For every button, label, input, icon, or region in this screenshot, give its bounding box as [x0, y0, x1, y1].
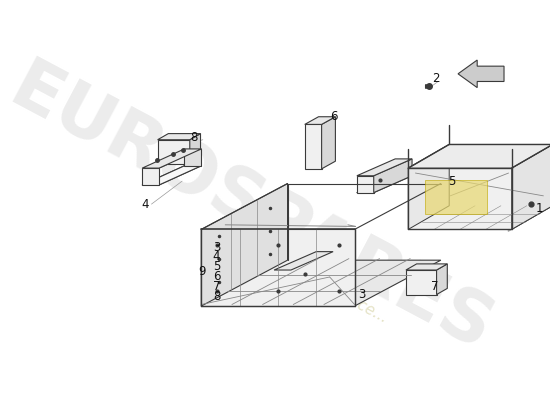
Text: 4: 4: [141, 198, 149, 211]
Polygon shape: [201, 260, 441, 306]
Text: 5: 5: [448, 175, 455, 188]
Polygon shape: [158, 134, 201, 140]
Polygon shape: [190, 134, 201, 164]
Polygon shape: [184, 149, 201, 166]
Polygon shape: [406, 270, 437, 294]
Polygon shape: [322, 117, 336, 169]
Polygon shape: [508, 142, 550, 231]
Text: 8: 8: [190, 131, 197, 144]
Polygon shape: [425, 180, 487, 214]
Polygon shape: [305, 124, 322, 169]
Polygon shape: [274, 252, 333, 270]
Polygon shape: [408, 144, 449, 230]
Polygon shape: [305, 117, 336, 124]
Text: 6: 6: [330, 110, 338, 123]
Text: EUROSPARES: EUROSPARES: [0, 54, 504, 367]
Text: 7: 7: [431, 280, 439, 293]
Text: 5: 5: [213, 260, 221, 274]
Polygon shape: [406, 264, 447, 270]
Text: 4: 4: [213, 250, 221, 264]
Polygon shape: [408, 144, 550, 168]
Text: 6: 6: [213, 270, 221, 284]
Polygon shape: [291, 252, 333, 287]
Polygon shape: [408, 206, 550, 230]
Polygon shape: [373, 159, 412, 193]
Polygon shape: [142, 166, 201, 185]
Text: a passion for parts since...: a passion for parts since...: [205, 218, 389, 326]
Text: 3: 3: [359, 288, 366, 301]
Polygon shape: [437, 264, 447, 294]
Polygon shape: [201, 184, 288, 306]
Polygon shape: [142, 149, 201, 168]
Polygon shape: [408, 168, 512, 230]
Text: 7: 7: [213, 280, 221, 293]
Text: 2: 2: [432, 72, 439, 85]
Text: 9: 9: [199, 266, 206, 278]
Polygon shape: [357, 159, 412, 176]
Text: 3: 3: [213, 240, 221, 254]
Polygon shape: [158, 140, 190, 164]
Polygon shape: [201, 230, 355, 306]
Polygon shape: [274, 270, 291, 287]
Text: 8: 8: [213, 290, 221, 303]
Polygon shape: [142, 168, 159, 185]
Polygon shape: [512, 144, 550, 230]
Polygon shape: [458, 60, 504, 88]
Text: 1: 1: [536, 202, 543, 215]
Polygon shape: [357, 176, 373, 193]
